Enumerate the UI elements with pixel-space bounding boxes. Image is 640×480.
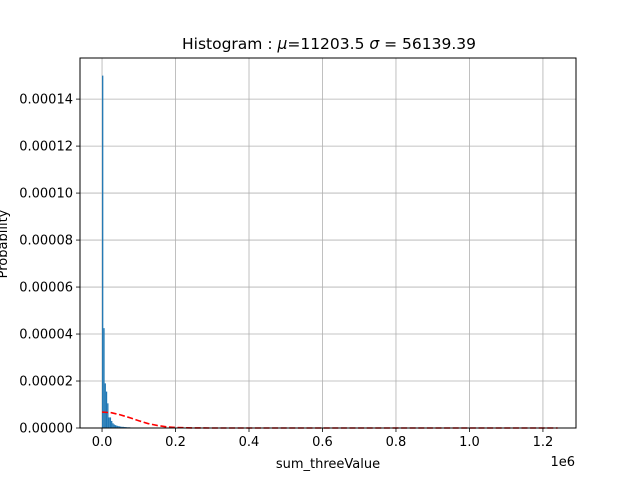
chart-title-mu-symbol: μ bbox=[276, 35, 287, 53]
y-tick-label: 0.00012 bbox=[19, 140, 73, 155]
x-axis-ticks: 0.0 0.2 0.4 0.6 0.8 1.0 1.2 bbox=[92, 428, 554, 450]
y-axis-label: Probability bbox=[0, 209, 11, 278]
x-tick-label: 1.0 bbox=[459, 435, 480, 450]
y-tick-label: 0.00000 bbox=[19, 422, 73, 437]
histogram-bar bbox=[117, 426, 119, 428]
histogram-bar bbox=[109, 417, 112, 428]
y-tick-label: 0.00014 bbox=[19, 93, 73, 108]
x-tick-label: 1.2 bbox=[533, 435, 554, 450]
histogram-bar bbox=[114, 425, 117, 428]
x-axis-label: sum_threeValue bbox=[276, 457, 380, 472]
y-tick-label: 0.00010 bbox=[19, 187, 73, 202]
x-tick-label: 0.2 bbox=[165, 435, 186, 450]
histogram-bar bbox=[102, 75, 104, 428]
y-tick-label: 0.00004 bbox=[19, 328, 73, 343]
fit-curve-layer bbox=[101, 411, 558, 429]
histogram-bar bbox=[122, 426, 124, 428]
x-tick-label: 0.0 bbox=[92, 435, 113, 450]
histogram-bar bbox=[113, 424, 115, 428]
histogram-bar bbox=[105, 391, 108, 428]
histogram-bar bbox=[104, 383, 106, 428]
x-axis-offset-label: 1e6 bbox=[550, 455, 575, 470]
histogram-bar bbox=[108, 417, 110, 428]
histogram-bar bbox=[112, 423, 114, 428]
chart-title: Histogram : μ=11203.5 σ = 56139.39 bbox=[182, 35, 476, 53]
histogram-bar bbox=[121, 426, 123, 428]
histogram-bar bbox=[118, 426, 121, 428]
histogram-bar bbox=[116, 425, 118, 428]
x-tick-label: 0.8 bbox=[386, 435, 407, 450]
chart-title-sigma-value: = 56139.39 bbox=[379, 35, 476, 53]
histogram-bar bbox=[120, 426, 122, 428]
histogram-bar bbox=[103, 328, 105, 428]
histogram-bars bbox=[102, 75, 139, 428]
histogram-bar bbox=[107, 403, 109, 428]
y-tick-label: 0.00006 bbox=[19, 281, 73, 296]
x-tick-label: 0.4 bbox=[239, 435, 260, 450]
y-tick-label: 0.00002 bbox=[19, 375, 73, 390]
histogram-bar bbox=[111, 420, 113, 428]
fit-curve bbox=[101, 411, 558, 429]
chart-title-mu-value: =11203.5 bbox=[287, 35, 369, 53]
axes bbox=[79, 57, 577, 429]
chart-title-sigma-symbol: σ bbox=[369, 35, 380, 53]
y-tick-label: 0.00008 bbox=[19, 234, 73, 249]
y-axis-ticks: 0.00000 0.00002 0.00004 0.00006 0.00008 0.000… bbox=[19, 93, 80, 437]
grid-lines bbox=[80, 58, 576, 429]
x-tick-label: 0.6 bbox=[312, 435, 333, 450]
plot-frame bbox=[79, 57, 577, 429]
chart-title-prefix: Histogram : bbox=[182, 35, 277, 53]
